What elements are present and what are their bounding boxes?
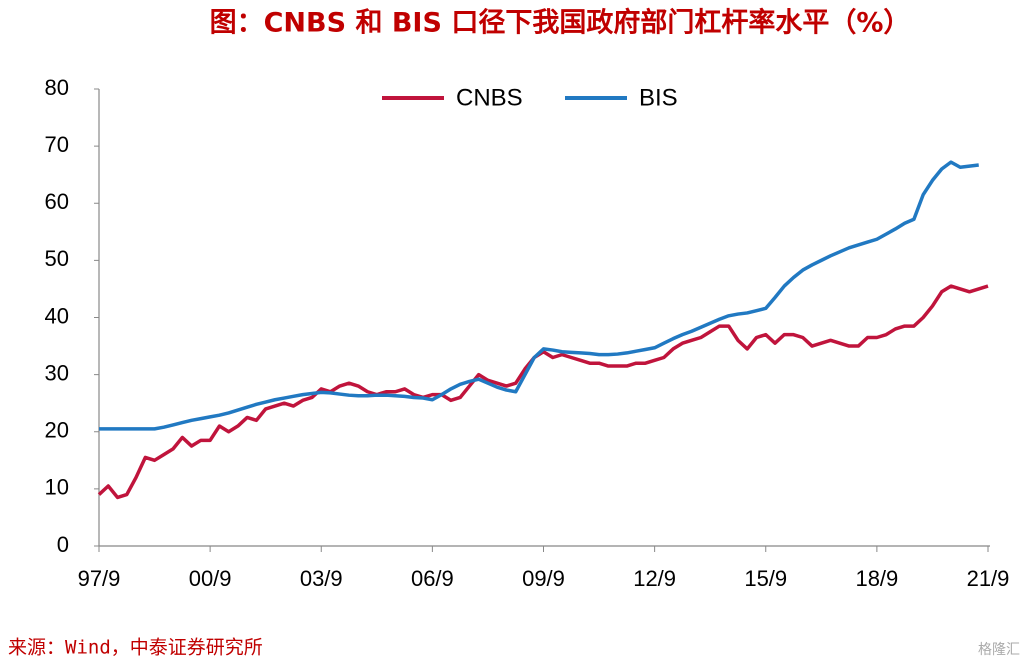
- watermark: 格隆汇: [978, 642, 1020, 658]
- y-tick-label: 20: [45, 418, 69, 443]
- y-tick-label: 30: [45, 360, 69, 385]
- x-tick-label: 97/9: [78, 566, 121, 591]
- y-tick-label: 50: [45, 246, 69, 271]
- y-tick-label: 40: [45, 303, 69, 328]
- x-tick-label: 21/9: [967, 566, 1010, 591]
- line-series: [97, 284, 989, 500]
- source: 来源：Wind，中泰证券研究所: [8, 637, 263, 659]
- y-tick-label: 0: [57, 532, 69, 557]
- y-tick-label: 80: [45, 75, 69, 100]
- chart-title: 图：CNBS 和 BIS 口径下我国政府部门杠杆率水平（%）: [210, 7, 911, 39]
- y-tick-label: 70: [45, 132, 69, 157]
- legend-label: CNBS: [456, 84, 523, 111]
- legend-label: BIS: [639, 84, 678, 111]
- line-series: [99, 160, 979, 431]
- y-tick-label: 60: [45, 189, 69, 214]
- x-tick-label: 00/9: [189, 566, 232, 591]
- x-tick-label: 12/9: [633, 566, 676, 591]
- x-tick-label: 18/9: [855, 566, 898, 591]
- x-tick-label: 09/9: [522, 566, 565, 591]
- x-tick-label: 03/9: [300, 566, 343, 591]
- x-tick-label: 15/9: [744, 566, 787, 591]
- x-tick-label: 06/9: [411, 566, 454, 591]
- y-tick-label: 10: [45, 475, 69, 500]
